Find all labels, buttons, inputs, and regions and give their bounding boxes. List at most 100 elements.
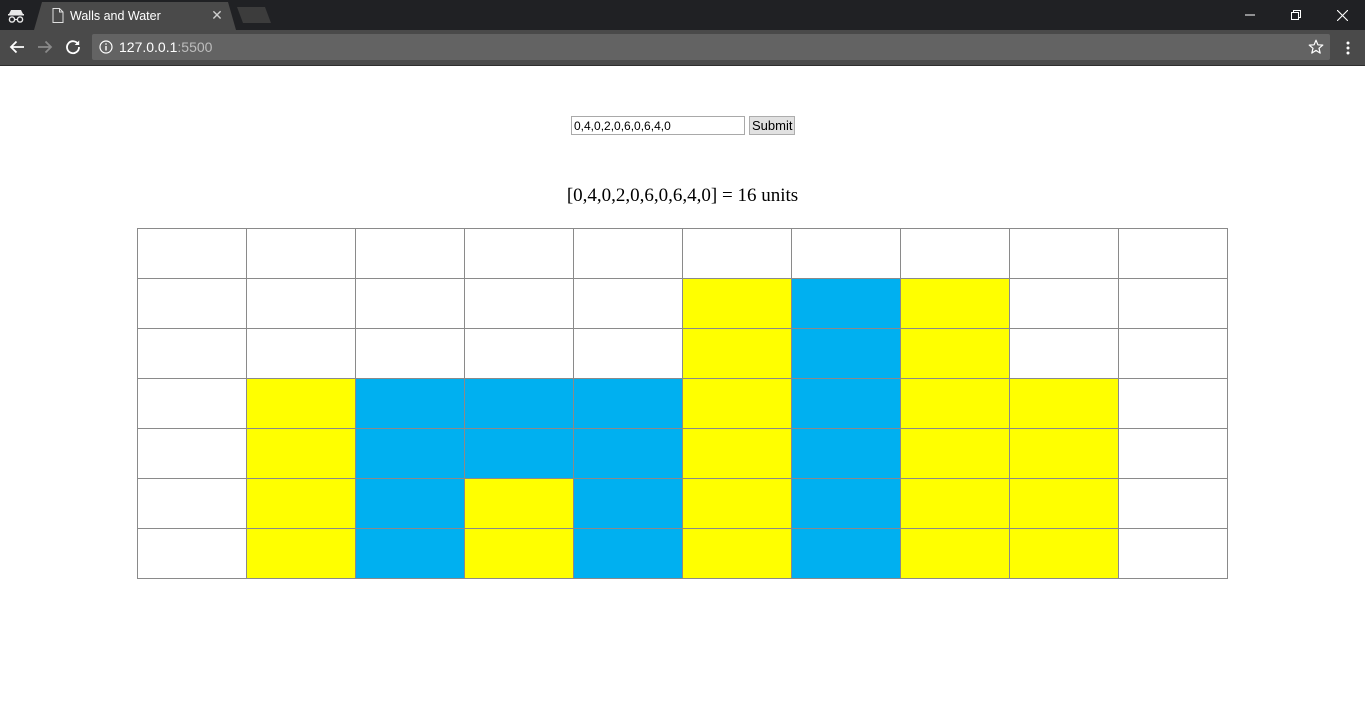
walls-water-grid [137,228,1228,579]
url-text: 127.0.0.1:5500 [119,39,212,55]
result-text: [0,4,0,2,0,6,0,6,4,0] = 16 units [566,185,799,206]
water-cell [464,378,574,429]
wall-cell [682,428,792,479]
grid-row [137,428,1228,479]
water-cell [791,428,901,479]
empty-cell [1009,278,1119,329]
browser-toolbar: 127.0.0.1:5500 [0,30,1365,66]
empty-cell [1118,328,1228,379]
restore-icon [1291,10,1301,20]
water-cell [355,528,465,579]
grid-row [137,278,1228,329]
water-cell [573,478,683,529]
empty-cell [246,228,356,279]
wall-cell [900,378,1010,429]
empty-cell [1118,478,1228,529]
empty-cell [246,278,356,329]
heights-input[interactable] [571,116,745,135]
wall-cell [682,478,792,529]
wall-cell [900,528,1010,579]
grid-row [137,528,1228,579]
empty-cell [464,228,574,279]
empty-cell [137,378,247,429]
empty-cell [355,228,465,279]
water-cell [573,528,683,579]
wall-cell [900,428,1010,479]
empty-cell [137,528,247,579]
wall-cell [1009,428,1119,479]
submit-button[interactable]: Submit [749,116,796,135]
empty-cell [573,328,683,379]
wall-cell [246,528,356,579]
empty-cell [1009,328,1119,379]
empty-cell [137,428,247,479]
empty-cell [355,328,465,379]
minimize-button[interactable] [1227,0,1273,30]
tab-title: Walls and Water [70,9,161,23]
water-cell [791,378,901,429]
reload-button[interactable] [63,37,83,57]
forward-arrow-icon [38,40,53,54]
minimize-icon [1245,14,1255,16]
empty-cell [1009,228,1119,279]
empty-cell [137,228,247,279]
empty-cell [1118,528,1228,579]
grid-row [137,478,1228,529]
window-close-button[interactable] [1319,0,1365,30]
empty-cell [464,328,574,379]
water-cell [355,428,465,479]
back-button[interactable] [7,37,27,57]
wall-cell [464,478,574,529]
empty-cell [246,328,356,379]
restore-button[interactable] [1273,0,1319,30]
wall-cell [1009,528,1119,579]
water-cell [791,478,901,529]
water-cell [355,378,465,429]
wall-cell [900,278,1010,329]
wall-cell [682,378,792,429]
browser-menu-button[interactable] [1338,38,1358,58]
wall-cell [246,478,356,529]
water-cell [464,428,574,479]
empty-cell [137,478,247,529]
grid-row [137,328,1228,379]
new-tab-button[interactable] [237,7,271,23]
empty-cell [464,278,574,329]
wall-cell [246,378,356,429]
empty-cell [1118,428,1228,479]
info-icon[interactable] [99,40,113,54]
empty-cell [1118,278,1228,329]
kebab-menu-icon [1346,41,1350,55]
empty-cell [791,228,901,279]
star-icon[interactable] [1308,39,1324,55]
browser-tab[interactable]: Walls and Water ✕ [34,2,236,30]
wall-cell [900,478,1010,529]
address-bar[interactable]: 127.0.0.1:5500 [92,34,1330,60]
water-cell [355,478,465,529]
grid-row [137,228,1228,279]
window-close-icon [1336,9,1348,21]
wall-cell [464,528,574,579]
wall-cell [682,328,792,379]
url-port: :5500 [177,39,213,55]
empty-cell [573,278,683,329]
water-cell [791,328,901,379]
heights-form: Submit [571,116,796,136]
close-icon[interactable]: ✕ [211,7,223,23]
wall-cell [682,278,792,329]
empty-cell [1118,228,1228,279]
wall-cell [1009,378,1119,429]
empty-cell [682,228,792,279]
empty-cell [355,278,465,329]
back-arrow-icon [9,40,24,54]
forward-button[interactable] [35,37,55,57]
reload-icon [66,40,80,55]
water-cell [791,278,901,329]
wall-cell [246,428,356,479]
wall-cell [682,528,792,579]
empty-cell [137,328,247,379]
empty-cell [900,228,1010,279]
water-cell [573,378,683,429]
wall-cell [1009,478,1119,529]
grid-body [137,228,1228,579]
